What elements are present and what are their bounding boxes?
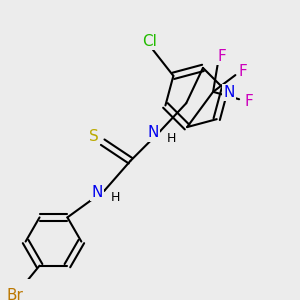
Text: Cl: Cl [142,34,157,49]
Text: N: N [147,125,158,140]
Text: F: F [217,49,226,64]
Text: N: N [224,85,235,100]
Text: H: H [111,191,120,204]
Text: F: F [244,94,253,109]
Text: F: F [238,64,247,79]
Text: H: H [167,132,176,145]
Text: N: N [92,185,103,200]
Text: Br: Br [7,288,24,300]
Text: S: S [89,129,99,144]
